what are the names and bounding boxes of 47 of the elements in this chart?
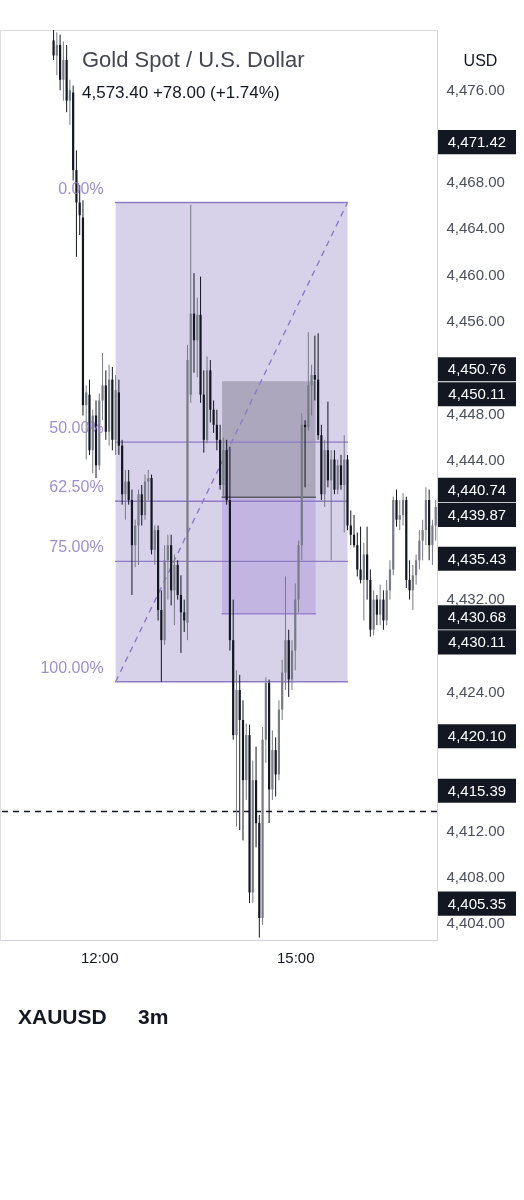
y-tick-label: 4,424.00 <box>446 682 505 700</box>
text: 4,420.10 <box>447 727 507 745</box>
y-tick-label: 4,464.00 <box>446 219 505 237</box>
text: XAUUSD <box>18 1005 107 1028</box>
y-tick-label: 4,408.00 <box>446 867 505 885</box>
y-tick-label: 4,460.00 <box>446 265 505 283</box>
text: 4,405.35 <box>447 894 507 912</box>
y-tick-label: 4,468.00 <box>446 173 505 191</box>
text: 4,573.40 +78.00 (+1.74%) <box>82 83 280 102</box>
text: 4,439.87 <box>447 505 507 523</box>
candlestick <box>339 454 343 491</box>
x-tick-label: 12:00 <box>81 948 119 966</box>
text: Gold Spot / U.S. Dollar <box>82 47 305 72</box>
y-tick-label: 4,448.00 <box>446 404 505 422</box>
y-tick-label: 4,456.00 <box>446 312 505 330</box>
candlestick <box>140 484 143 527</box>
y-tick-label: 4,432.00 <box>446 589 505 607</box>
y-tick-label: 4,404.00 <box>446 914 505 932</box>
text: 4,415.39 <box>447 781 507 799</box>
text: 4,450.76 <box>447 360 507 378</box>
candlestick <box>68 79 71 126</box>
candlestick <box>62 41 65 102</box>
candlestick <box>434 499 437 542</box>
candlestick <box>52 29 55 61</box>
text: 4,430.68 <box>447 608 507 626</box>
text: 4,430.11 <box>448 633 506 651</box>
text: 3m <box>138 1005 169 1028</box>
text: 4,440.74 <box>447 480 507 498</box>
series-label: 100.00% <box>40 658 104 676</box>
candlestick <box>359 526 362 584</box>
text: 4,450.11 <box>448 385 506 403</box>
text: 4,471.42 <box>447 133 507 151</box>
y-tick-label: 4,476.00 <box>446 80 505 98</box>
series-label: 75.00% <box>49 538 104 556</box>
text: 4,435.43 <box>447 549 507 567</box>
y-tick-label: 4,444.00 <box>446 451 505 469</box>
x-tick-label: 15:00 <box>276 948 315 966</box>
candlestick <box>375 594 378 626</box>
candlestick <box>395 489 398 528</box>
candlestick <box>153 525 156 566</box>
candlestick <box>124 469 127 521</box>
candlestick <box>379 584 382 626</box>
candlestick <box>401 492 405 527</box>
series-label: 62.50% <box>49 478 104 496</box>
candlestick <box>382 589 385 631</box>
y-axis-title: USD <box>463 51 498 69</box>
y-tick-label: 4,412.00 <box>446 821 505 839</box>
